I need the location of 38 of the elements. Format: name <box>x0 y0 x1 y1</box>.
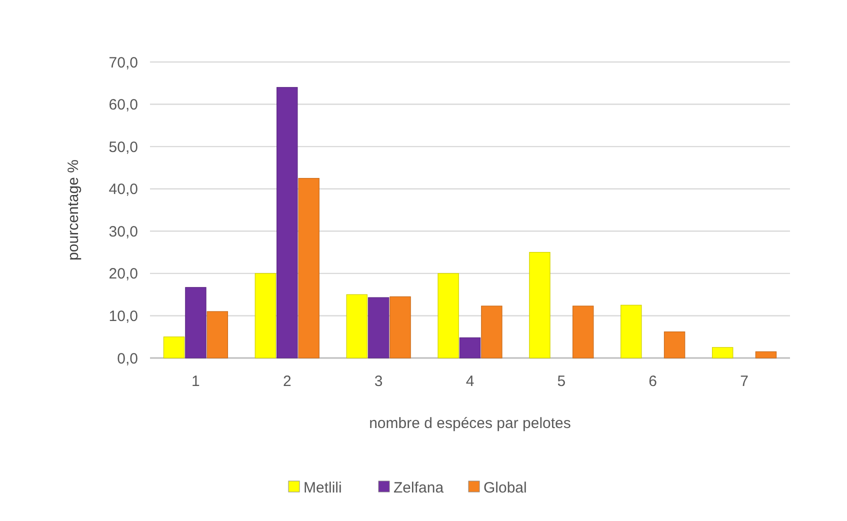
bar <box>346 294 368 358</box>
bar <box>163 336 185 358</box>
x-tick-label: 3 <box>374 373 383 390</box>
bar <box>529 252 550 358</box>
y-tick-label: 40,0 <box>108 181 138 198</box>
y-tick-label: 60,0 <box>108 96 138 114</box>
y-axis-title: pourcentage % <box>65 160 82 260</box>
bar <box>276 87 298 358</box>
x-tick-label: 6 <box>648 373 658 390</box>
y-tick-label: 50,0 <box>108 138 138 156</box>
bar <box>298 178 320 358</box>
bar <box>254 273 276 358</box>
legend-label: Zelfana <box>394 479 444 496</box>
bar <box>206 311 228 358</box>
bar <box>620 304 642 358</box>
x-tick-label: 4 <box>466 373 474 390</box>
bar <box>712 347 734 358</box>
x-axis-title: nombre d espéces par pelotes <box>369 415 571 432</box>
bar <box>755 351 777 358</box>
x-tick-label: 2 <box>282 373 292 390</box>
bar <box>438 273 459 358</box>
y-tick-label: 20,0 <box>108 266 138 283</box>
bar <box>664 331 686 358</box>
x-tick-label: 5 <box>557 373 566 390</box>
x-tick-label: 1 <box>192 373 200 390</box>
bar <box>459 337 481 358</box>
bar <box>572 306 594 358</box>
y-tick-label: 30,0 <box>108 223 138 240</box>
legend-label: Global <box>484 479 527 496</box>
y-tick-label: 0,0 <box>117 350 138 368</box>
bar <box>390 296 411 358</box>
bar <box>481 306 502 358</box>
bar <box>185 287 206 358</box>
bar <box>368 297 390 358</box>
x-tick-label: 7 <box>740 373 748 390</box>
y-tick-label: 10,0 <box>108 308 138 325</box>
legend-label: Metlili <box>304 479 342 496</box>
y-tick-label: 70,0 <box>108 54 138 72</box>
